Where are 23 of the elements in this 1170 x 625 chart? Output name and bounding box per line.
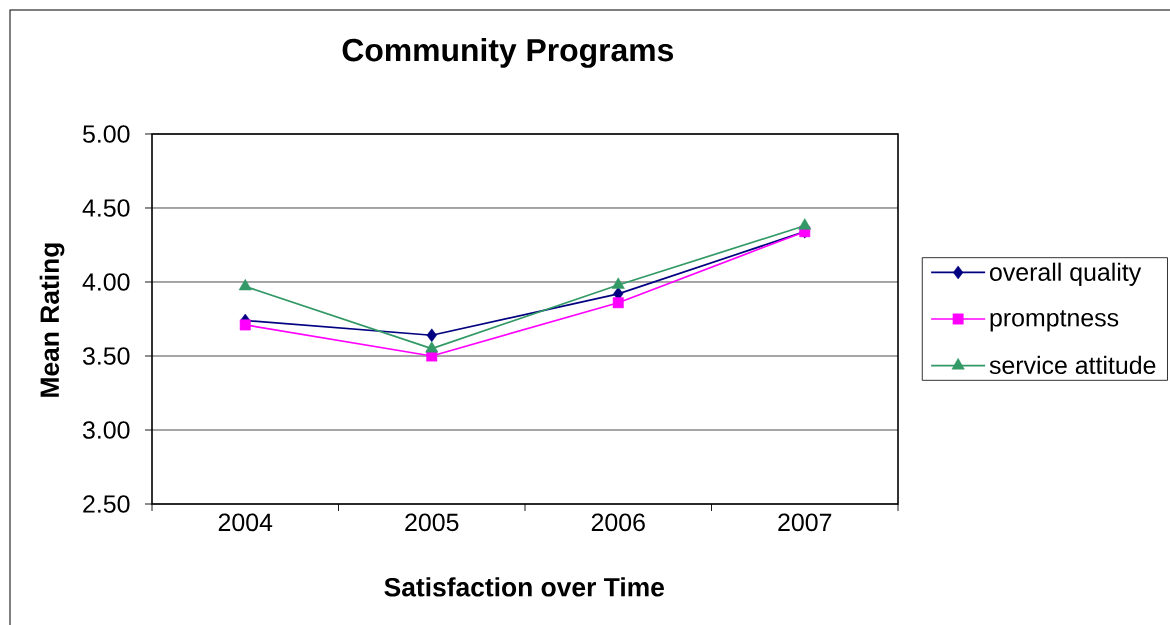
point bbox=[611, 277, 625, 289]
point bbox=[425, 341, 439, 353]
x-axis-title: Satisfaction over Time bbox=[384, 577, 664, 597]
legend-label: overall quality bbox=[990, 262, 1142, 286]
x-tick-label: 2007 bbox=[778, 513, 832, 532]
legend-label: promptness bbox=[990, 310, 1119, 332]
y-tick-label: 4.50 bbox=[82, 199, 130, 217]
y-tick-label: 3.00 bbox=[82, 421, 130, 439]
x-tick-label: 2006 bbox=[591, 513, 645, 532]
x-tick-label: 2004 bbox=[218, 513, 273, 532]
x-tick-label: 2005 bbox=[405, 513, 459, 532]
y-tick-label: 4.00 bbox=[82, 273, 130, 291]
point bbox=[239, 319, 251, 331]
y-tick-label: 5.00 bbox=[83, 125, 130, 143]
point bbox=[612, 297, 624, 309]
y-axis-title: Mean Rating bbox=[39, 243, 65, 397]
legend-label: service attitude bbox=[989, 355, 1156, 375]
point bbox=[798, 218, 812, 230]
point bbox=[426, 328, 437, 343]
point bbox=[238, 278, 252, 291]
y-tick-label: 3.50 bbox=[82, 347, 130, 365]
chart-title: Community Programs bbox=[342, 37, 674, 68]
y-tick-label: 2.50 bbox=[83, 495, 130, 513]
